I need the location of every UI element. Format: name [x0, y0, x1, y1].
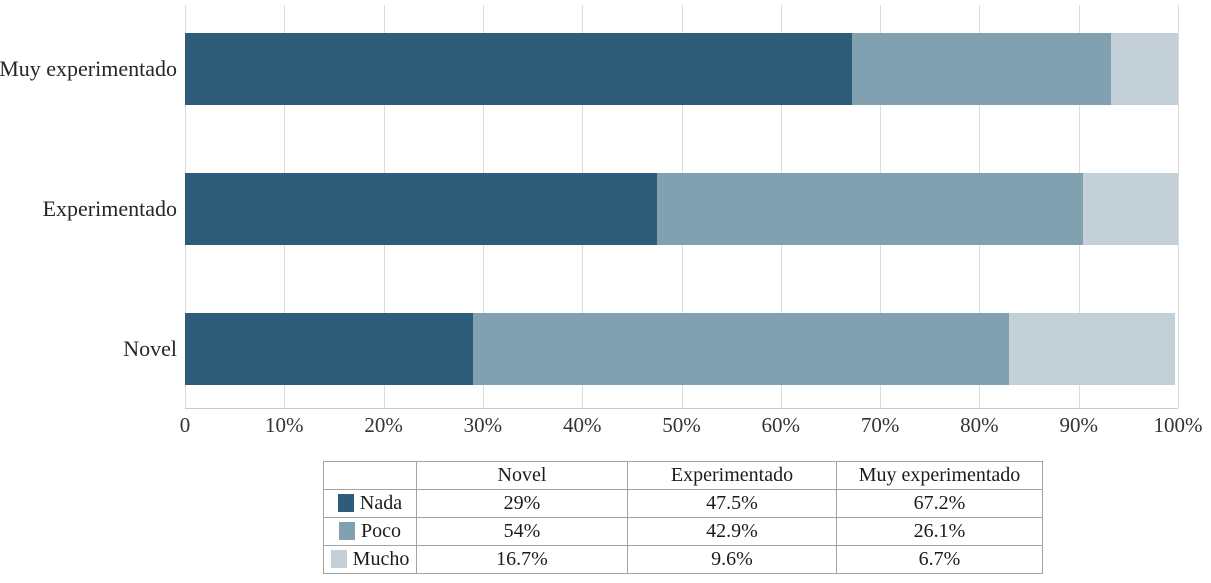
- legend-cell-nada: Nada: [323, 489, 417, 518]
- table-body: Nada 29% 47.5% 67.2% Poco 54% 42.9% 26.1% Mucho 1…: [323, 489, 1043, 574]
- x-tick-90-: 90%: [1059, 413, 1098, 437]
- legend-cell-mucho: Mucho: [323, 545, 417, 574]
- table-header-muy-experimentado: Muy experimentado: [836, 461, 1043, 490]
- bar-segment-poco-novel: [472, 313, 1010, 385]
- table-row-mucho: Mucho 16.7% 9.6% 6.7%: [323, 545, 1043, 574]
- table-cell-poco-muy-experimentado: 26.1%: [836, 517, 1043, 546]
- table-corner-cell: [323, 461, 417, 490]
- bar-segment-nada-experimentado: [185, 173, 657, 245]
- category-label-novel: Novel: [123, 336, 177, 361]
- table-cell-mucho-experimentado: 9.6%: [627, 545, 837, 574]
- bar-segment-mucho-experimentado: [1082, 173, 1178, 245]
- table-cell-poco-novel: 54%: [416, 517, 628, 546]
- x-tick-40-: 40%: [562, 413, 602, 437]
- bar-segment-poco-muy-experimentado: [852, 33, 1112, 105]
- table-header-row: Novel Experimentado Muy experimentado: [323, 461, 1043, 490]
- legend-swatch-nada: [337, 494, 354, 512]
- legend-cell-poco: Poco: [323, 517, 417, 546]
- table-header-experimentado: Experimentado: [627, 461, 837, 490]
- bar-row-novel: [185, 313, 1178, 385]
- table-header-novel: Novel: [416, 461, 628, 490]
- x-tick-60-: 60%: [761, 413, 801, 437]
- table-cell-poco-experimentado: 42.9%: [627, 517, 837, 546]
- x-tick-100-: 100%: [1153, 413, 1203, 437]
- x-tick-80-: 80%: [960, 413, 999, 437]
- table-cell-mucho-muy-experimentado: 6.7%: [836, 545, 1043, 574]
- category-label-muy-experimentado: Muy experimentado: [0, 56, 177, 81]
- plot-area: [185, 5, 1179, 409]
- x-tick-30-: 30%: [463, 413, 503, 437]
- x-tick-20-: 20%: [364, 413, 403, 437]
- x-tick-0: 0: [179, 413, 191, 437]
- legend-label-poco: Poco: [361, 520, 401, 542]
- table-row-poco: Poco 54% 42.9% 26.1%: [323, 517, 1043, 546]
- table-row-nada: Nada 29% 47.5% 67.2%: [323, 489, 1043, 518]
- x-tick-10-: 10%: [265, 413, 304, 437]
- bar-segment-nada-novel: [185, 313, 473, 385]
- legend-label-mucho: Mucho: [352, 548, 410, 570]
- bar-segment-nada-muy-experimentado: [185, 33, 853, 105]
- data-table: Novel Experimentado Muy experimentado Nada…: [323, 461, 1043, 574]
- x-tick-50-: 50%: [662, 413, 701, 437]
- category-label-experimentado: Experimentado: [42, 196, 177, 221]
- bar-row-experimentado: [185, 173, 1178, 245]
- gridline-100-: [1178, 5, 1179, 408]
- table-cell-nada-novel: 29%: [416, 489, 628, 518]
- legend-label-nada: Nada: [359, 492, 403, 514]
- bar-segment-mucho-novel: [1009, 313, 1176, 385]
- bar-segment-poco-experimentado: [656, 173, 1083, 245]
- table-header: Novel Experimentado Muy experimentado: [323, 461, 1043, 490]
- legend-swatch-mucho: [330, 550, 347, 568]
- table-cell-nada-muy-experimentado: 67.2%: [836, 489, 1043, 518]
- legend-swatch-poco: [339, 522, 355, 540]
- bar-row-muy-experimentado: [185, 33, 1178, 105]
- table-cell-nada-experimentado: 47.5%: [627, 489, 837, 518]
- x-tick-70-: 70%: [860, 413, 900, 437]
- table-cell-mucho-novel: 16.7%: [416, 545, 628, 574]
- bar-segment-mucho-muy-experimentado: [1111, 33, 1178, 105]
